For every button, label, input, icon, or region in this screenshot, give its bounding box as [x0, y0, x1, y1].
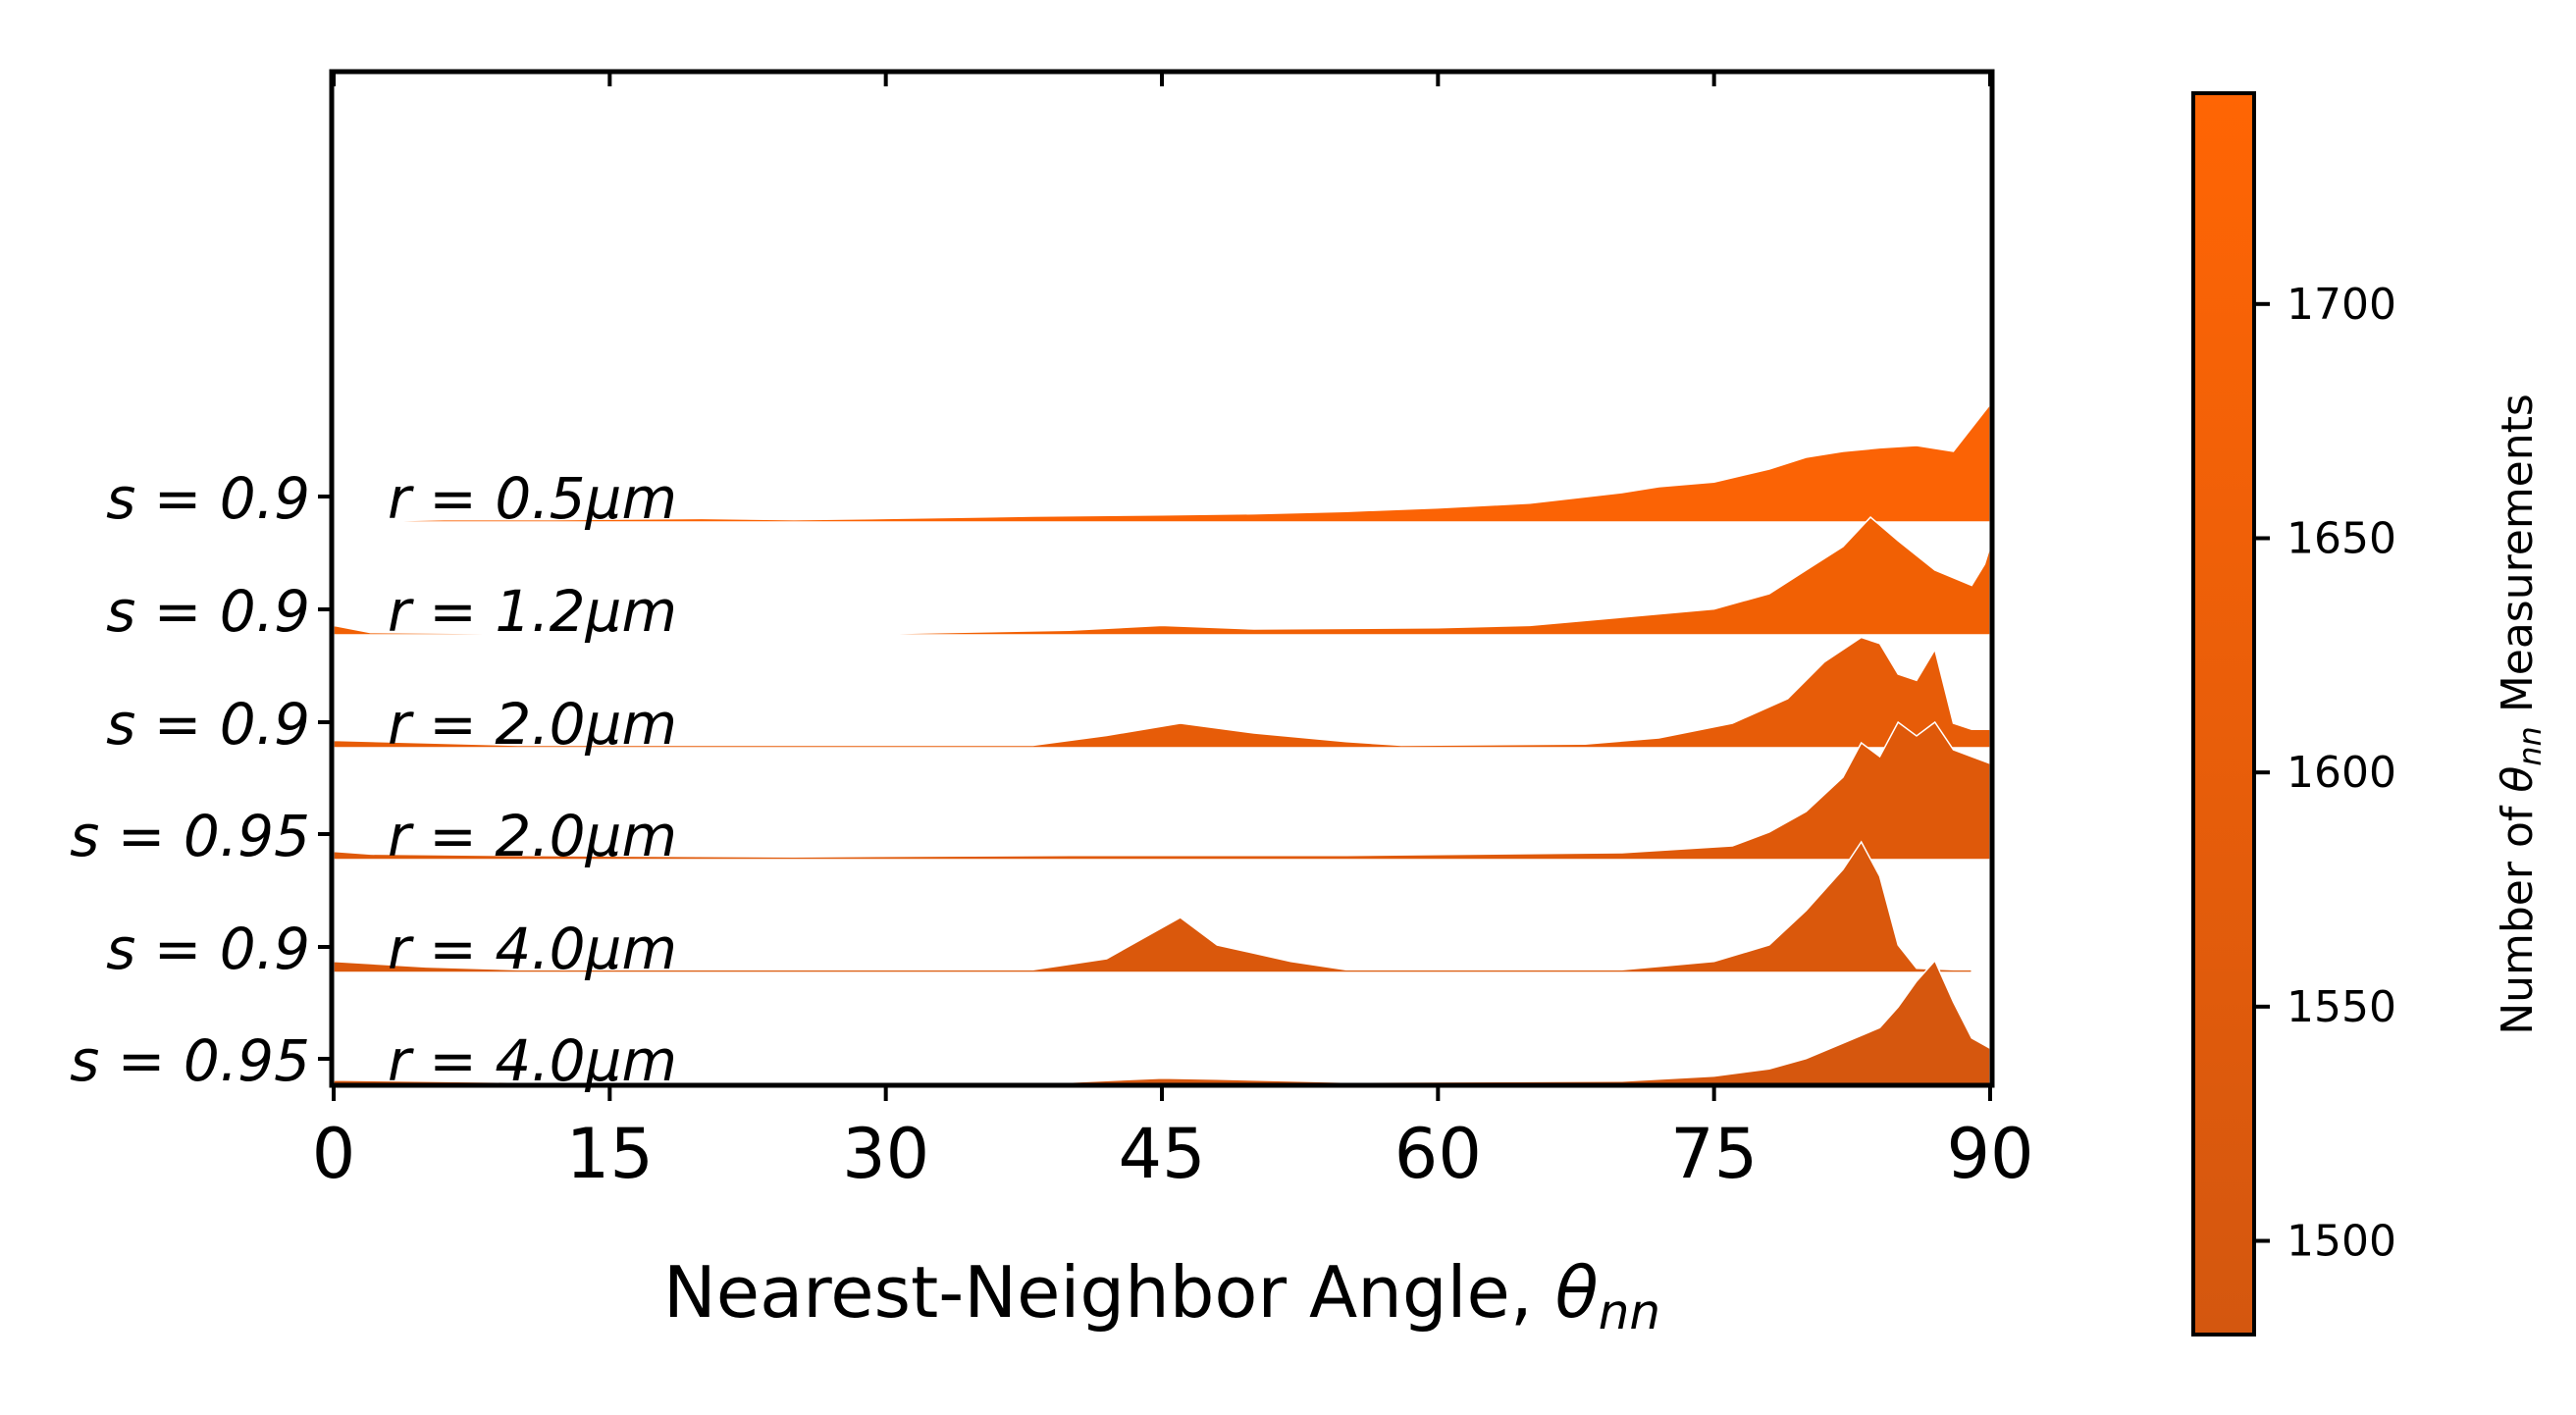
x-axis: 0 15 30 45 60 75 90: [312, 72, 2034, 1194]
ridge-area-6: [333, 959, 1991, 1085]
x-tick-label: 15: [566, 1114, 654, 1194]
row-label-r: r = 0.5μm: [388, 465, 677, 532]
row-label-r: r = 4.0μm: [388, 1027, 677, 1094]
ridge-area-3: [333, 636, 1991, 749]
row-label-r: r = 2.0μm: [388, 691, 677, 758]
colorbar-tick-label: 1550: [2287, 982, 2396, 1032]
x-tick-label: 75: [1670, 1114, 1758, 1194]
row-label-s: s = 0.9: [106, 916, 310, 982]
ridge-area-1: [333, 401, 1991, 523]
colorbar-tick-label: 1700: [2287, 280, 2396, 330]
row-label-s: s = 0.95: [70, 1027, 310, 1094]
x-tick-label: 30: [842, 1114, 929, 1194]
colorbar-tick-label: 1600: [2287, 748, 2396, 798]
ridge-area-2: [333, 515, 1991, 636]
row-label-s: s = 0.9: [106, 465, 310, 532]
ridgeline-series: [333, 401, 1991, 1085]
colorbar-tick-label: 1500: [2287, 1217, 2396, 1267]
row-label-r: r = 1.2μm: [388, 578, 677, 645]
row-label-r: r = 4.0μm: [388, 916, 677, 982]
x-tick-label: 90: [1946, 1114, 2033, 1194]
row-labels: s = 0.9 r = 0.5μm s = 0.9 r = 1.2μm s = 0.9 r…: [70, 465, 677, 1094]
row-label-s: s = 0.9: [106, 578, 310, 645]
row-label-s: s = 0.95: [70, 803, 310, 869]
colorbar-ticks: 1500 1550 1600 1650 1700: [2254, 280, 2396, 1267]
x-axis-title: Nearest-Neighbor Angle, θnn: [663, 1251, 1660, 1340]
x-tick-label: 60: [1394, 1114, 1482, 1194]
colorbar: [2191, 91, 2256, 1336]
ridge-area-4: [333, 720, 1991, 861]
row-label-r: r = 2.0μm: [388, 803, 677, 869]
colorbar-tick-label: 1650: [2287, 513, 2396, 563]
x-tick-label: 45: [1118, 1114, 1205, 1194]
colorbar-title: Number of θnn Measurements: [2493, 393, 2549, 1035]
x-tick-label: 0: [312, 1114, 356, 1194]
row-label-s: s = 0.9: [106, 691, 310, 758]
